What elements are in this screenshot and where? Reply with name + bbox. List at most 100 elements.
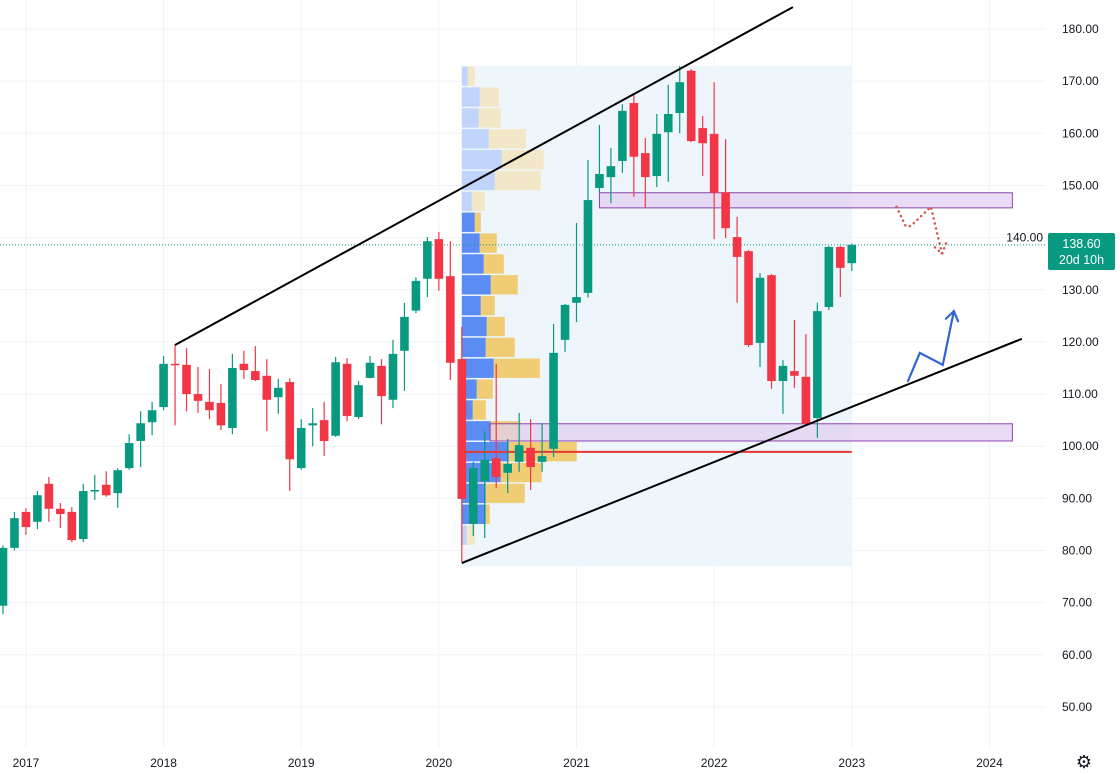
candle-body <box>101 484 111 496</box>
candle-body <box>618 110 627 161</box>
candle-body <box>411 280 421 311</box>
volume-profile-down-bar <box>479 87 499 107</box>
x-tick-label: 2018 <box>150 756 177 770</box>
candle-up <box>400 302 409 391</box>
candle-body <box>193 394 203 401</box>
candle-down <box>319 401 329 457</box>
candle-up <box>78 483 88 543</box>
candle-down <box>170 343 180 426</box>
volume-profile-down-bar <box>466 525 475 545</box>
candle-down <box>56 503 65 529</box>
candle-down <box>251 346 260 382</box>
candle-body <box>446 276 455 363</box>
candle-down <box>239 350 249 379</box>
candle-body <box>560 304 570 340</box>
gear-icon[interactable]: ⚙ <box>1075 752 1093 772</box>
candle-body <box>388 353 398 400</box>
candle-body <box>824 246 834 307</box>
candle-up <box>618 104 627 173</box>
candle-down <box>342 358 352 422</box>
x-tick-label: 2020 <box>426 756 453 770</box>
candle-down <box>44 476 54 522</box>
trendline <box>174 6 794 346</box>
candle-body <box>113 470 122 494</box>
y-tick-label: 90.00 <box>1062 491 1092 505</box>
candle-down <box>262 359 272 432</box>
volume-profile-down-bar <box>467 66 475 86</box>
candle-up <box>480 431 490 538</box>
trendline <box>461 337 1023 564</box>
y-tick-label: 180.00 <box>1062 22 1099 36</box>
candle-up <box>423 237 432 298</box>
candle-body <box>44 483 54 509</box>
volume-profile-up-bar <box>461 316 487 337</box>
volume-profile-up-bar <box>461 66 468 86</box>
x-tick-label: 2022 <box>701 756 728 770</box>
volume-profile-up-bar <box>461 254 484 274</box>
candle-body <box>709 133 719 193</box>
x-tick-label: 2021 <box>563 756 590 770</box>
candle-down <box>101 471 111 497</box>
candle-body <box>21 511 31 528</box>
candle-up <box>296 419 306 470</box>
candle-body <box>698 128 707 144</box>
candle-up <box>10 511 19 551</box>
candle-up <box>33 491 42 530</box>
candle-body <box>675 82 685 113</box>
last-price-badge: 138.60 20d 10h <box>1048 233 1115 270</box>
candle-up <box>778 360 788 414</box>
volume-profile-up-bar <box>461 87 480 107</box>
candle-up <box>159 355 168 411</box>
volume-profile-up-bar <box>461 337 486 358</box>
candle-up <box>411 277 421 314</box>
volume-profile-down-bar <box>501 149 544 170</box>
candle-up <box>572 222 581 323</box>
candle-body <box>0 547 8 606</box>
candle-up <box>365 355 375 379</box>
candle-body <box>354 385 363 417</box>
candle-down <box>67 507 77 543</box>
candle-down <box>629 95 639 197</box>
candle-up <box>136 411 145 468</box>
volume-profile-up-bar <box>461 149 502 170</box>
candle-up <box>652 114 662 188</box>
candle-up <box>90 474 100 500</box>
candle-up <box>595 124 604 193</box>
candle-down <box>721 139 730 239</box>
volume-profile-down-bar <box>488 129 526 149</box>
y-tick-label: 60.00 <box>1062 648 1092 662</box>
candle-down <box>836 245 845 298</box>
candle-up <box>468 461 478 536</box>
candle-body <box>90 490 100 492</box>
y-tick-label: 170.00 <box>1062 74 1099 88</box>
candle-up <box>228 353 237 435</box>
y-tick-label: 50.00 <box>1062 700 1092 714</box>
candle-up <box>331 357 340 437</box>
volume-profile-down-bar <box>479 233 497 253</box>
candle-body <box>790 371 799 376</box>
volume-profile-up-bar <box>461 275 491 295</box>
candle-down <box>193 366 203 413</box>
candle-up <box>388 339 398 409</box>
candle-body <box>33 495 42 522</box>
candle-body <box>457 359 467 499</box>
x-tick-label: 2019 <box>288 756 315 770</box>
candle-body <box>468 468 478 524</box>
volume-profile-up-bar <box>461 421 491 441</box>
x-tick-label: 2024 <box>976 756 1003 770</box>
candle-body <box>67 511 77 541</box>
candle-body <box>434 239 444 279</box>
candle-down <box>285 378 295 492</box>
candle-down <box>491 363 501 488</box>
candle-body <box>228 367 237 428</box>
candle-body <box>400 316 409 351</box>
candle-body <box>537 456 547 462</box>
candle-body <box>652 133 662 177</box>
candle-up <box>537 423 547 472</box>
candle-up <box>354 381 363 420</box>
candle-body <box>159 363 168 408</box>
candle-body <box>767 275 776 382</box>
candle-body <box>423 241 432 279</box>
candle-down <box>457 326 467 562</box>
